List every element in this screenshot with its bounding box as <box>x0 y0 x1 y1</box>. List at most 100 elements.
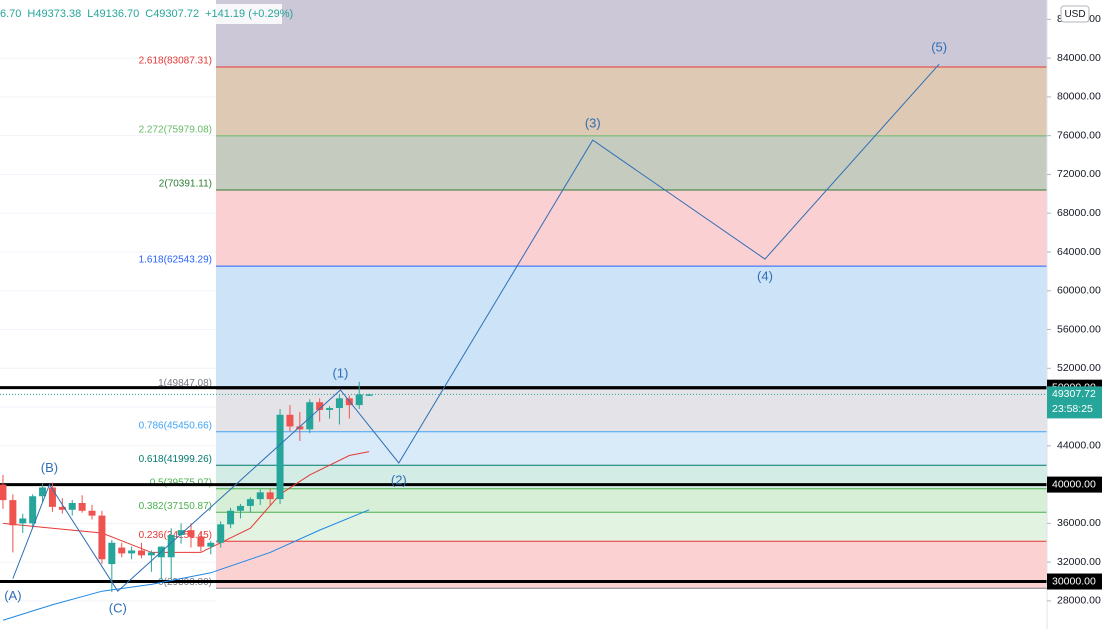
candle-body <box>326 408 334 410</box>
fib-zone <box>216 0 1047 67</box>
wave-label: (2) <box>391 472 407 487</box>
y-tick-label: 64000.00 <box>1057 246 1101 258</box>
candle-body <box>19 518 27 524</box>
fib-zone <box>216 135 1047 191</box>
y-tick-label: 36000.00 <box>1057 517 1101 529</box>
fib-zones <box>216 0 1047 589</box>
header-item: H49373.38 <box>27 8 81 20</box>
moving-average <box>2 509 370 621</box>
wave-label: (1) <box>332 365 348 380</box>
candle-body <box>88 510 96 516</box>
header-bg <box>0 4 282 24</box>
candle-body <box>335 398 343 409</box>
y-tick-label: 72000.00 <box>1057 168 1101 180</box>
y-tick-label: 68000.00 <box>1057 207 1101 219</box>
y-tick-label: 32000.00 <box>1057 556 1101 568</box>
fib-label: 0.618(41999.26) <box>139 454 212 465</box>
candle-body <box>355 394 363 406</box>
price-tag-label: 40000.00 <box>1052 478 1096 490</box>
candle-body <box>108 542 116 565</box>
fib-label: 2(70391.11) <box>159 179 212 190</box>
candle-body <box>58 506 66 510</box>
moving-average <box>2 451 370 553</box>
fib-label: 0.5(39575.07) <box>150 477 212 488</box>
candle-body <box>306 402 314 430</box>
fib-label: 2.272(75979.08) <box>139 125 212 136</box>
y-tick-label: 52000.00 <box>1057 362 1101 374</box>
wave-label: (A) <box>4 588 21 603</box>
candle-body <box>227 510 235 525</box>
candle-body <box>128 550 136 554</box>
candle-body <box>365 394 373 396</box>
candle-body <box>236 505 244 511</box>
y-tick-label: 80000.00 <box>1057 91 1101 103</box>
last-price-tag <box>1047 386 1102 419</box>
fib-zone <box>216 389 1047 432</box>
candle-body <box>316 402 324 410</box>
fib-label: 1.618(62543.29) <box>139 255 212 266</box>
fib-label: 1(49847.08) <box>158 378 212 389</box>
candle-body <box>286 414 294 427</box>
fib-label: 0.236(34151.45) <box>139 530 212 541</box>
candle-body <box>39 487 47 497</box>
fib-zone <box>216 488 1047 513</box>
candle-body <box>78 503 86 511</box>
candle-body <box>167 534 175 558</box>
fib-zone <box>216 465 1047 489</box>
header-item: L49136.70 <box>87 8 139 20</box>
fib-zone <box>216 266 1047 390</box>
y-tick-label: 28000.00 <box>1057 595 1101 607</box>
candle-body <box>68 503 76 510</box>
header-item: +141.19 (+0.29%) <box>205 8 293 20</box>
candle-body <box>48 487 56 507</box>
header-item: 6.70 <box>0 8 21 20</box>
plot: 2.618(83087.31) 2.272(75979.08) 2(70391.11… <box>0 40 1047 621</box>
fib-label: 0.382(37150.87) <box>139 501 212 512</box>
countdown: 23:58:25 <box>1052 403 1093 415</box>
candle-body <box>177 530 185 535</box>
candle-body <box>296 426 304 430</box>
fib-zone <box>216 512 1047 542</box>
fib-label: 2.618(83087.31) <box>139 56 212 67</box>
wave-line <box>12 63 940 592</box>
wave-label: (5) <box>931 40 947 55</box>
price-tag <box>1047 573 1102 590</box>
candle-body <box>118 547 126 554</box>
y-tick-label: 84000.00 <box>1057 52 1101 64</box>
fib-label: 0.786(45450.66) <box>139 420 212 431</box>
last-price-label: 49307.72 <box>1052 388 1096 400</box>
candle-body <box>197 536 205 547</box>
wave-label: (4) <box>757 269 773 284</box>
wave-label: (B) <box>41 460 58 475</box>
header: 6.70 H49373.38 L49136.70 C49307.72 +141.19 (… <box>0 8 293 20</box>
candle-body <box>29 496 37 524</box>
price-axis-labels: 28000.00 32000.00 36000.00 40000.00 44000.00… <box>1047 13 1102 607</box>
candle-body <box>276 414 284 500</box>
currency: USD <box>1064 9 1085 20</box>
header-item: C49307.72 <box>145 8 199 20</box>
fib-zone <box>216 190 1047 267</box>
candle-body <box>256 492 264 500</box>
candle-body <box>217 524 225 543</box>
price-axis <box>1047 0 1102 629</box>
wave-label: (3) <box>585 116 601 131</box>
candle-body <box>98 515 106 560</box>
price-tag <box>1047 476 1102 493</box>
candle-body <box>9 500 17 526</box>
fib-zone <box>216 431 1047 466</box>
y-tick-label: 44000.00 <box>1057 440 1101 452</box>
fib-zone <box>216 66 1047 136</box>
candle-body <box>207 542 215 547</box>
candle-body <box>147 552 155 556</box>
candle-body <box>246 499 254 506</box>
y-tick-label: 56000.00 <box>1057 323 1101 335</box>
candle-body <box>187 530 195 537</box>
candle-body <box>266 492 274 500</box>
wave-label: (C) <box>109 601 127 616</box>
candle-body <box>0 484 7 501</box>
price-tag-label: 30000.00 <box>1052 575 1096 587</box>
candle-body <box>138 550 146 556</box>
y-tick-label: 76000.00 <box>1057 129 1101 141</box>
currency-box[interactable] <box>1060 5 1090 23</box>
